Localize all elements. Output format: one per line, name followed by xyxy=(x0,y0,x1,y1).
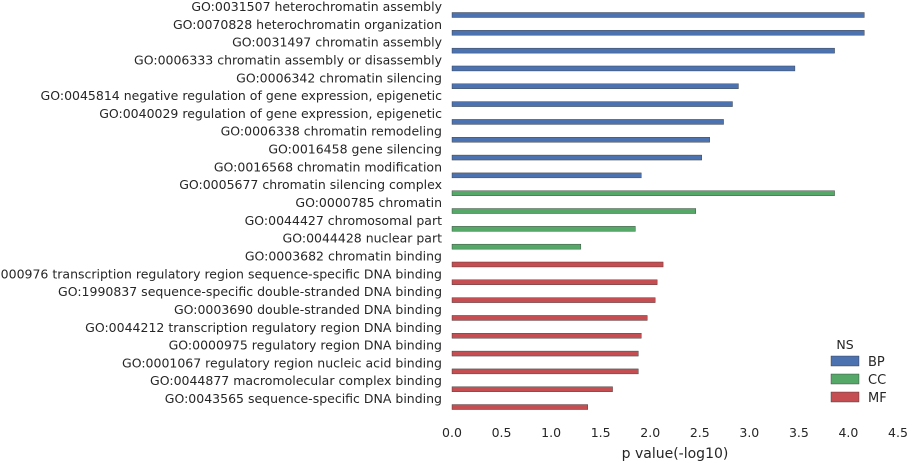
bar-go-0031497 xyxy=(451,47,835,54)
bar-go-0044428 xyxy=(451,243,582,250)
category-label: GO:0016458 gene silencing xyxy=(268,142,442,157)
legend-title: NS xyxy=(836,337,853,352)
category-label: GO:0003690 double-stranded DNA binding xyxy=(174,302,442,317)
legend-label-bp: BP xyxy=(868,355,885,370)
legend-label-mf: MF xyxy=(868,391,887,406)
category-label: GO:0000975 regulatory region DNA binding xyxy=(169,338,442,353)
x-axis-ticks: 0.0 0.5 1.0 1.5 2.0 2.5 3.0 3.5 4.0 4.5 xyxy=(442,425,908,440)
bars-group xyxy=(451,12,865,410)
bar-go-0043565 xyxy=(451,404,588,410)
bar-go-0005677 xyxy=(451,190,835,196)
bar-go-0003690 xyxy=(451,315,648,321)
bar-go-0040029 xyxy=(451,119,724,125)
bar-go-0000975 xyxy=(451,350,639,357)
category-labels: GO:0031507 heterochromatin assembly GO:00… xyxy=(0,0,443,406)
category-label: GO:0000976 transcription regulatory regi… xyxy=(0,266,442,281)
legend: NS BP CC MF xyxy=(830,337,887,406)
category-label: GO:0031497 chromatin assembly xyxy=(232,35,443,50)
legend-swatch-mf xyxy=(830,391,860,403)
legend-swatch-bp xyxy=(830,355,860,367)
x-tick-label: 2.0 xyxy=(640,425,660,440)
bar-go-0044427 xyxy=(451,226,636,232)
bar-go-1990837 xyxy=(451,297,656,303)
category-label: GO:0006342 chromatin silencing xyxy=(236,70,442,85)
bar-go-0044877 xyxy=(451,386,613,392)
bar-go-0000976 xyxy=(451,279,658,285)
bar-go-0003682 xyxy=(451,261,664,268)
category-label: GO:0043565 sequence-specific DNA binding xyxy=(165,391,442,406)
category-label: GO:0006333 chromatin assembly or disasse… xyxy=(134,52,443,67)
category-label: GO:0045814 negative regulation of gene e… xyxy=(41,88,443,103)
bar-go-0070828 xyxy=(451,30,865,36)
bar-go-0031507 xyxy=(451,12,865,18)
x-tick-label: 2.5 xyxy=(690,425,710,440)
bar-go-0006333 xyxy=(451,65,796,72)
bar-go-0001067 xyxy=(451,368,639,375)
x-tick-label: 0.0 xyxy=(442,425,462,440)
x-axis-label: p value(-log10) xyxy=(622,446,729,462)
category-label: GO:0006338 chromatin remodeling xyxy=(221,124,442,139)
bar-go-0016568 xyxy=(451,172,642,179)
legend-swatch-cc xyxy=(830,373,860,385)
category-label: GO:0044427 chromosomal part xyxy=(245,213,442,228)
category-label: GO:0044877 macromolecular complex bindin… xyxy=(150,373,442,388)
bar-go-0006338 xyxy=(451,137,710,143)
category-label: GO:0003682 chromatin binding xyxy=(245,248,442,263)
x-tick-label: 4.0 xyxy=(838,425,858,440)
category-label: GO:0031507 heterochromatin assembly xyxy=(191,0,442,14)
bar-go-0016458 xyxy=(451,154,702,161)
category-label: GO:0016568 chromatin modification xyxy=(214,159,442,174)
category-label: GO:0040029 regulation of gene expression… xyxy=(99,106,442,121)
category-label: GO:0001067 regulatory region nucleic aci… xyxy=(122,355,442,370)
category-label: GO:0044428 nuclear part xyxy=(283,231,443,246)
x-tick-label: 4.5 xyxy=(888,425,908,440)
x-tick-label: 1.5 xyxy=(591,425,611,440)
x-tick-label: 1.0 xyxy=(541,425,561,440)
category-label: GO:0070828 heterochromatin organization xyxy=(173,17,442,32)
bar-go-0045814 xyxy=(451,101,733,107)
category-label: GO:1990837 sequence-specific double-stra… xyxy=(58,284,442,299)
legend-label-cc: CC xyxy=(868,373,886,388)
x-tick-label: 3.5 xyxy=(789,425,809,440)
bar-go-0044212 xyxy=(451,333,642,339)
x-tick-label: 3.0 xyxy=(739,425,759,440)
category-label: GO:0044212 transcription regulatory regi… xyxy=(85,320,442,335)
category-label: GO:0005677 chromatin silencing complex xyxy=(179,177,442,192)
bar-go-0000785 xyxy=(451,208,697,214)
category-label: GO:0000785 chromatin xyxy=(295,195,442,210)
bar-go-0006342 xyxy=(451,83,739,89)
x-tick-label: 0.5 xyxy=(492,425,512,440)
